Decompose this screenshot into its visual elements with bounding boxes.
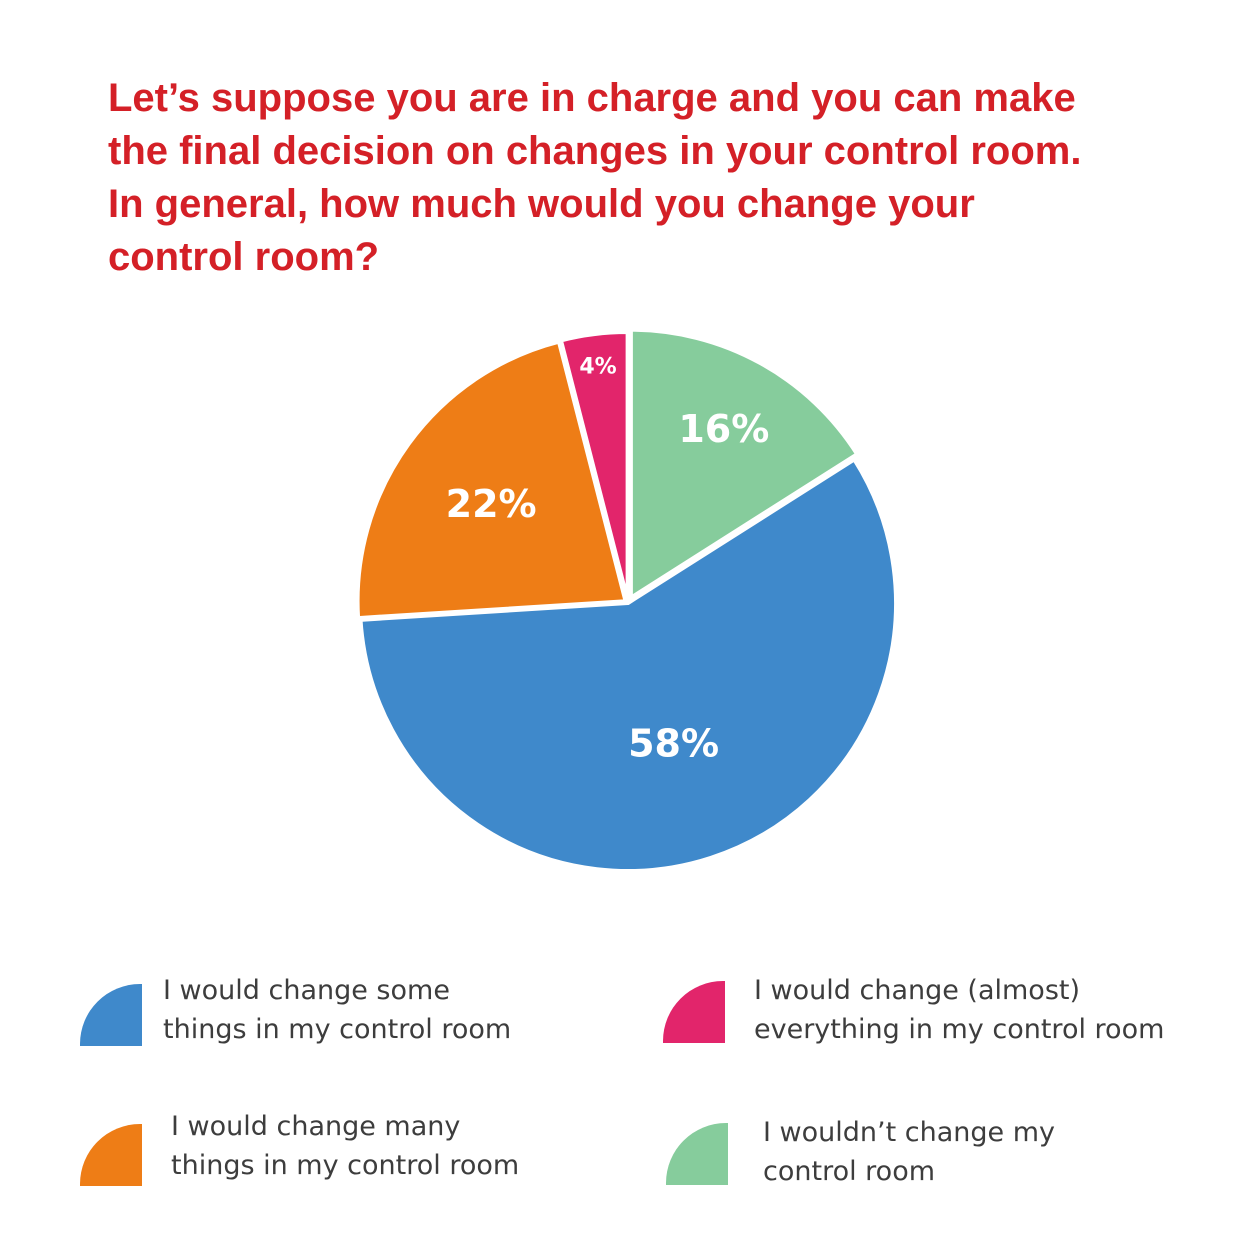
legend-label-line: I would change (almost) <box>754 975 1081 1006</box>
legend-label: I would change many things in my control … <box>171 1107 519 1185</box>
legend-swatch <box>80 984 142 1046</box>
pie-slice <box>355 339 628 621</box>
pie-slice <box>558 330 630 603</box>
legend-label-line: control room <box>763 1156 936 1187</box>
legend-label: I would change some things in my control … <box>163 971 511 1049</box>
slice-value-label: 16% <box>678 407 769 451</box>
slice-value-label: 58% <box>628 721 719 765</box>
chart-title: Let’s suppose you are in charge and you … <box>108 72 1208 284</box>
legend-label-line: everything in my control room <box>754 1014 1165 1045</box>
slice-value-label: 4% <box>579 355 616 380</box>
legend-label-line: I would change many <box>171 1111 461 1142</box>
chart-title-line: In general, how much would you change yo… <box>108 182 975 226</box>
chart-title-line: the final decision on changes in your co… <box>108 129 1082 173</box>
legend-label-line: things in my control room <box>171 1150 520 1181</box>
legend-label: I wouldn’t change my control room <box>763 1113 1055 1191</box>
chart-title-line: Let’s suppose you are in charge and you … <box>108 76 1076 120</box>
legend-label-line: things in my control room <box>163 1014 512 1045</box>
slice-value-label: 22% <box>446 482 537 526</box>
pie-slice <box>628 327 860 600</box>
legend-swatch <box>663 981 725 1043</box>
legend-swatch <box>666 1123 728 1185</box>
legend-swatch <box>80 1124 142 1186</box>
legend-label: I would change (almost) everything in my … <box>754 971 1164 1049</box>
legend-label-line: I would change some <box>163 975 450 1006</box>
legend-label-line: I wouldn’t change my <box>763 1117 1055 1148</box>
pie-slice <box>358 457 898 873</box>
chart-title-line: control room? <box>108 235 380 279</box>
